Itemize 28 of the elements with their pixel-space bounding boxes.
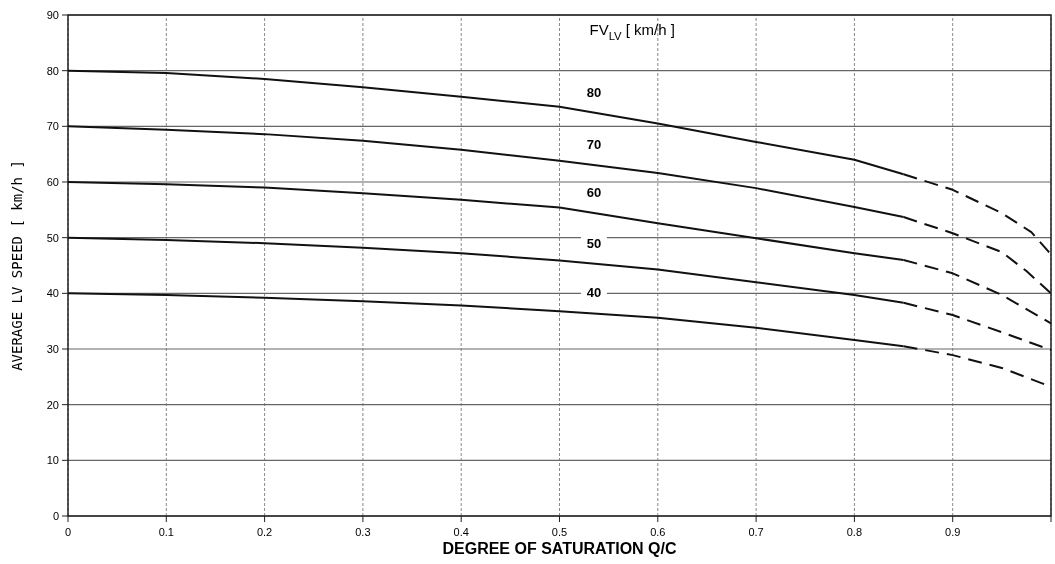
x-tick-label: 0.9 [945, 526, 961, 538]
y-tick-label: 40 [46, 287, 59, 300]
x-tick-label: 0.7 [748, 526, 764, 538]
x-tick-label: 0.4 [453, 526, 469, 538]
legend-title: FV$_{LV}$ [ km/h ] [589, 21, 675, 42]
y-tick-label: 0 [52, 510, 59, 522]
y-axis-title: AVERAGE LV SPEED [ km/h ] [9, 160, 25, 371]
series-label: 80 [586, 84, 602, 100]
series-label: 60 [586, 185, 602, 201]
y-tick-label: 30 [46, 343, 59, 355]
x-tick-label: 0.3 [355, 526, 371, 538]
y-tick-label: 70 [46, 120, 59, 133]
y-tick-label: 90 [46, 9, 59, 21]
y-tick-label: 10 [46, 454, 59, 467]
series-label: 50 [586, 235, 602, 251]
x-tick-label: 0 [64, 526, 72, 538]
y-tick-label: 20 [46, 398, 59, 411]
x-tick-label: 0.2 [256, 526, 273, 538]
x-tick-label: 0.6 [650, 526, 666, 538]
series-label: 70 [586, 137, 602, 153]
x-tick-label: 0.1 [158, 526, 174, 538]
y-tick-label: 80 [46, 64, 59, 77]
y-tick-label: 50 [46, 231, 59, 244]
x-tick-label: 0.5 [551, 526, 568, 538]
x-tick-label: 0.8 [846, 526, 863, 538]
y-tick-label: 60 [46, 176, 59, 188]
series-label: 40 [586, 285, 602, 301]
x-axis-title: DEGREE OF SATURATION Q/C [442, 540, 677, 557]
